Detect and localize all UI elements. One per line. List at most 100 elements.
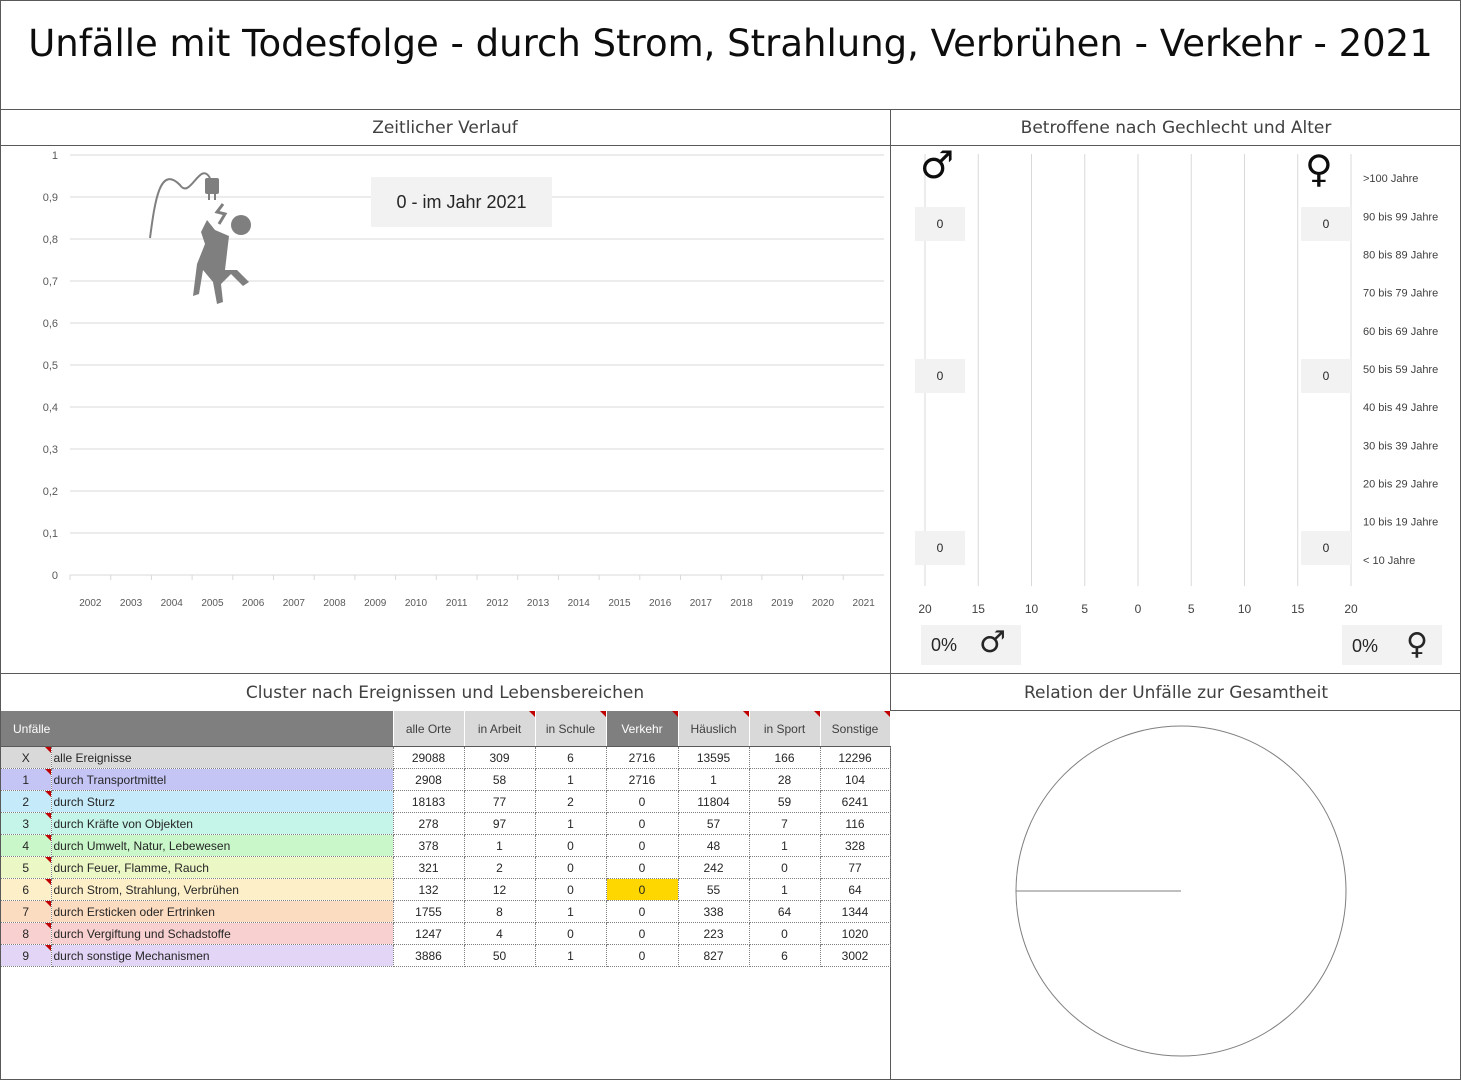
male-badge: 0 <box>915 359 965 393</box>
table-row[interactable]: 9 durch sonstige Mechanismen 3886 50 1 0 827 6 3… <box>1 944 891 967</box>
row-id: 6 <box>1 878 52 901</box>
row-value: 2 <box>535 790 607 813</box>
x-tick-label: 15 <box>1291 602 1305 616</box>
header-cell-haeuslich[interactable]: Häuslich <box>678 711 750 747</box>
section-title-divider-bottom-right <box>890 710 1461 711</box>
age-group-label: 70 bis 79 Jahre <box>1363 288 1438 300</box>
row-value: 2 <box>464 856 536 879</box>
row-value: 0 <box>749 922 821 945</box>
row-value: 1 <box>535 944 607 967</box>
row-value: 0 <box>606 878 679 901</box>
row-value: 1020 <box>820 922 891 945</box>
table-row[interactable]: 5 durch Feuer, Flamme, Rauch 321 2 0 0 242 0 77 <box>1 856 891 879</box>
row-value: 338 <box>678 900 750 923</box>
row-value: 1 <box>749 878 821 901</box>
table-row[interactable]: 1 durch Transportmittel 2908 58 1 2716 1 28 104 <box>1 768 891 791</box>
female-symbol-icon: ♀ <box>1305 147 1333 191</box>
row-label[interactable]: durch Kräfte von Objekten <box>51 812 394 835</box>
row-value: 77 <box>820 856 891 879</box>
table-row[interactable]: 6 durch Strom, Strahlung, Verbrühen 132 12 0… <box>1 878 891 901</box>
x-tick-label: 2021 <box>853 598 876 609</box>
row-value: 166 <box>749 746 821 769</box>
row-value: 2716 <box>606 768 679 791</box>
row-value: 278 <box>393 812 465 835</box>
x-tick-label: 5 <box>1188 602 1195 616</box>
row-value: 0 <box>535 878 607 901</box>
header-cell-in-arbeit[interactable]: in Arbeit <box>464 711 536 747</box>
x-tick-label: 2016 <box>649 598 672 609</box>
row-label[interactable]: durch sonstige Mechanismen <box>51 944 394 967</box>
male-badge: 0 <box>915 531 965 565</box>
row-id: 7 <box>1 900 52 923</box>
age-group-label: 30 bis 39 Jahre <box>1363 440 1438 452</box>
female-percent-icon: ♀ <box>1406 627 1428 662</box>
header-cell-in-sport[interactable]: in Sport <box>749 711 821 747</box>
row-value: 1755 <box>393 900 465 923</box>
x-tick-label: 15 <box>972 602 986 616</box>
male-symbol-icon: ♂ <box>920 143 955 187</box>
row-value: 0 <box>606 944 679 967</box>
row-label[interactable]: alle Ereignisse <box>51 746 394 769</box>
row-id: 9 <box>1 944 52 967</box>
row-value: 57 <box>678 812 750 835</box>
row-value: 242 <box>678 856 750 879</box>
row-value: 1 <box>535 812 607 835</box>
table-row[interactable]: 2 durch Sturz 18183 77 2 0 11804 59 6241 <box>1 790 891 813</box>
header-cell-in-schule[interactable]: in Schule <box>535 711 607 747</box>
header-cell-alle-orte[interactable]: alle Orte <box>393 711 465 747</box>
row-value: 28 <box>749 768 821 791</box>
x-tick-label: 2010 <box>405 598 428 609</box>
row-label[interactable]: durch Strom, Strahlung, Verbrühen <box>51 878 394 901</box>
row-label[interactable]: durch Feuer, Flamme, Rauch <box>51 856 394 879</box>
x-tick-label: 2003 <box>120 598 143 609</box>
table-header-row: Unfälle alle Orte in Arbeit in Schule Ve… <box>1 711 891 747</box>
x-tick-label: 10 <box>1238 602 1252 616</box>
row-label[interactable]: durch Vergiftung und Schadstoffe <box>51 922 394 945</box>
row-value: 1247 <box>393 922 465 945</box>
row-value: 132 <box>393 878 465 901</box>
row-id: 2 <box>1 790 52 813</box>
male-badge: 0 <box>915 207 965 241</box>
row-label[interactable]: durch Ersticken oder Ertrinken <box>51 900 394 923</box>
x-tick-label: 5 <box>1081 602 1088 616</box>
header-cell-sonstige[interactable]: Sonstige <box>820 711 891 747</box>
male-percent-icon: ♂ <box>979 625 1006 660</box>
row-id: X <box>1 746 52 769</box>
page-title: Unfälle mit Todesfolge - durch Strom, St… <box>28 22 1433 65</box>
row-id: 5 <box>1 856 52 879</box>
row-value: 0 <box>606 922 679 945</box>
row-label[interactable]: durch Transportmittel <box>51 768 394 791</box>
table-row[interactable]: 3 durch Kräfte von Objekten 278 97 1 0 57 7 116 <box>1 812 891 835</box>
table-row[interactable]: 7 durch Ersticken oder Ertrinken 1755 8 1 0 33… <box>1 900 891 923</box>
row-value: 0 <box>606 900 679 923</box>
row-label[interactable]: durch Sturz <box>51 790 394 813</box>
row-value: 0 <box>535 856 607 879</box>
x-tick-label: 2004 <box>161 598 184 609</box>
demographics-section-title: Betroffene nach Gechlecht und Alter <box>1020 118 1332 138</box>
table-row[interactable]: 4 durch Umwelt, Natur, Lebewesen 378 1 0 0 48 1… <box>1 834 891 857</box>
row-value: 116 <box>820 812 891 835</box>
x-tick-label: 2018 <box>730 598 753 609</box>
y-tick-label: 0,4 <box>43 402 58 414</box>
row-value: 0 <box>749 856 821 879</box>
row-value: 58 <box>464 768 536 791</box>
table-row[interactable]: 8 durch Vergiftung und Schadstoffe 1247 4 0 0… <box>1 922 891 945</box>
age-group-label: 40 bis 49 Jahre <box>1363 402 1438 414</box>
row-id: 1 <box>1 768 52 791</box>
x-tick-label: 2011 <box>446 598 468 609</box>
row-value: 8 <box>464 900 536 923</box>
header-cell-verkehr[interactable]: Verkehr <box>606 711 679 747</box>
row-value: 328 <box>820 834 891 857</box>
x-tick-label: 20 <box>1344 602 1358 616</box>
age-group-label: < 10 Jahre <box>1363 555 1415 567</box>
row-label[interactable]: durch Umwelt, Natur, Lebewesen <box>51 834 394 857</box>
x-tick-label: 2015 <box>608 598 631 609</box>
male-percent-box: 0% ♂ <box>921 625 1021 665</box>
row-value: 0 <box>606 790 679 813</box>
x-tick-label: 2008 <box>323 598 346 609</box>
row-value: 6 <box>535 746 607 769</box>
section-title-divider-top <box>0 145 1461 146</box>
row-value: 1 <box>535 768 607 791</box>
y-tick-label: 0 <box>52 570 58 582</box>
